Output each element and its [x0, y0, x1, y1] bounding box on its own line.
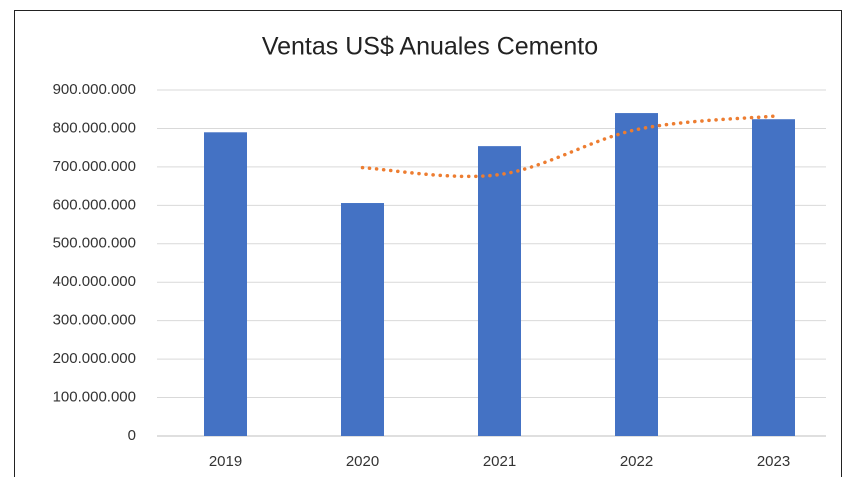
y-tick-label: 600.000.000 — [53, 196, 136, 213]
bar — [615, 113, 658, 437]
x-tick-label: 2019 — [209, 453, 242, 470]
y-tick-label: 100.000.000 — [53, 389, 136, 406]
x-tick-label: 2020 — [346, 453, 379, 470]
chart-title: Ventas US$ Anuales Cemento — [262, 33, 598, 61]
bar — [752, 119, 795, 437]
y-tick-label: 500.000.000 — [53, 235, 136, 252]
y-tick-label: 200.000.000 — [53, 350, 136, 367]
bar — [341, 203, 384, 436]
bar — [204, 132, 247, 437]
y-tick-label: 800.000.000 — [53, 119, 136, 136]
y-tick-label: 0 — [128, 427, 136, 444]
y-tick-label: 400.000.000 — [53, 273, 136, 290]
x-tick-label: 2022 — [620, 453, 653, 470]
y-tick-label: 900.000.000 — [53, 81, 136, 98]
x-tick-label: 2023 — [757, 453, 790, 470]
bar — [478, 146, 521, 436]
x-tick-label: 2021 — [483, 453, 516, 470]
y-tick-label: 700.000.000 — [53, 158, 136, 175]
y-tick-label: 300.000.000 — [53, 312, 136, 329]
trend-line — [360, 114, 776, 179]
